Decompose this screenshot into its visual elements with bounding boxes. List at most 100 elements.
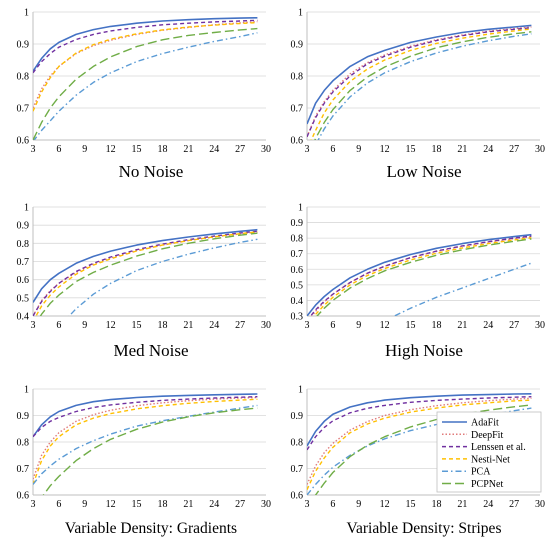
legend-box (436, 411, 542, 493)
x-tick-label: 3 (31, 320, 36, 331)
chart-panel: 0.6 0.7 0.8 0.9 1 3 6 9 12 15 18 21 24 27 30 Low Noise (291, 8, 546, 182)
x-tick-label: 21 (183, 499, 193, 510)
y-tick-label: 0.8 (291, 72, 304, 83)
x-tick-label: 30 (261, 144, 271, 155)
x-tick-label: 15 (406, 144, 416, 155)
y-tick-label: 0.8 (291, 234, 304, 245)
series-line (307, 393, 532, 447)
panel-title: Low Noise (386, 162, 461, 181)
y-tick-label: 0.8 (17, 72, 30, 83)
y-tick-label: 0.7 (291, 249, 304, 260)
legend-label: PCPNet (471, 479, 503, 490)
series-line (307, 27, 532, 138)
series-line (314, 31, 532, 140)
x-tick-label: 9 (356, 144, 361, 155)
x-tick-label: 18 (157, 499, 167, 510)
y-tick-label: 1 (24, 385, 29, 396)
x-tick-label: 21 (457, 144, 467, 155)
x-tick-label: 18 (431, 144, 441, 155)
x-tick-label: 6 (330, 320, 335, 331)
x-tick-label: 15 (132, 499, 142, 510)
x-tick-label: 9 (356, 320, 361, 331)
series-line (33, 20, 258, 109)
series-line (307, 24, 532, 125)
x-tick-label: 27 (235, 144, 245, 155)
y-tick-label: 0.5 (291, 280, 304, 291)
series-line (33, 231, 258, 316)
series-line (316, 238, 532, 316)
series-line (33, 396, 258, 438)
x-tick-label: 9 (356, 499, 361, 510)
panel-title: Med Noise (113, 341, 188, 360)
panel-title: No Noise (119, 162, 184, 181)
x-tick-label: 6 (56, 320, 61, 331)
x-tick-label: 12 (106, 144, 116, 155)
series-line (33, 228, 258, 303)
chart-panel: 0.6 0.7 0.8 0.9 1 3 6 9 12 15 18 21 24 27 30 Variable D… (17, 385, 272, 538)
series-line (311, 235, 532, 316)
x-tick-label: 21 (183, 320, 193, 331)
x-tick-label: 30 (535, 320, 545, 331)
series-line (33, 404, 258, 485)
x-tick-label: 3 (305, 499, 310, 510)
series-group (307, 233, 532, 316)
y-tick-label: 0.8 (17, 438, 30, 449)
x-tick-label: 21 (457, 499, 467, 510)
x-tick-label: 24 (209, 499, 219, 510)
series-line (33, 17, 258, 72)
legend-label: Lenssen et al. (471, 442, 526, 453)
x-tick-label: 12 (380, 499, 390, 510)
x-tick-label: 6 (330, 499, 335, 510)
y-tick-label: 0.9 (17, 221, 30, 232)
series-line (307, 399, 532, 490)
legend-label: AdaFit (471, 418, 499, 429)
chart-panel: 0.3 0.4 0.5 0.6 0.7 0.8 0.9 1 3 6 9 12 15 18 21 24 27 30 H… (291, 203, 546, 361)
y-tick-label: 1 (298, 8, 303, 19)
x-tick-label: 27 (509, 320, 519, 331)
x-tick-label: 15 (132, 320, 142, 331)
series-line (317, 33, 532, 140)
x-tick-label: 18 (431, 499, 441, 510)
y-tick-label: 0.6 (291, 491, 304, 502)
series-line (33, 393, 258, 438)
y-tick-label: 0.9 (291, 218, 304, 229)
series-line (33, 27, 258, 140)
series-group (33, 17, 258, 140)
y-tick-label: 0.9 (291, 40, 304, 51)
series-line (35, 231, 258, 316)
series-group (33, 393, 258, 495)
x-tick-label: 18 (157, 320, 167, 331)
series-line (392, 262, 532, 316)
series-group (307, 24, 532, 140)
x-tick-label: 12 (106, 499, 116, 510)
legend-label: Nesti-Net (471, 454, 510, 465)
y-tick-label: 0.5 (17, 293, 30, 304)
y-tick-label: 0.8 (17, 239, 30, 250)
chart-panel: 0.4 0.5 0.6 0.7 0.8 0.9 1 3 6 9 12 15 18 21 24 27 30 Med … (17, 203, 272, 361)
x-tick-label: 18 (431, 320, 441, 331)
x-tick-label: 24 (483, 499, 493, 510)
x-tick-label: 30 (535, 144, 545, 155)
series-line (33, 230, 258, 316)
y-tick-label: 0.9 (291, 411, 304, 422)
series-line (307, 396, 532, 451)
legend-label: DeepFit (471, 430, 503, 441)
x-tick-label: 3 (31, 144, 36, 155)
x-tick-label: 21 (457, 320, 467, 331)
x-tick-label: 24 (209, 144, 219, 155)
series-line (307, 397, 532, 485)
y-tick-label: 0.3 (291, 312, 304, 323)
y-tick-label: 0.7 (17, 104, 30, 115)
x-tick-label: 15 (132, 144, 142, 155)
y-tick-label: 1 (298, 203, 303, 214)
series-line (33, 21, 258, 112)
y-tick-label: 1 (24, 203, 29, 214)
series-line (68, 238, 258, 316)
y-tick-label: 0.7 (291, 464, 304, 475)
x-tick-label: 3 (305, 320, 310, 331)
x-tick-label: 12 (106, 320, 116, 331)
series-line (42, 407, 258, 495)
series-line (33, 32, 258, 140)
y-tick-label: 0.7 (17, 257, 30, 268)
